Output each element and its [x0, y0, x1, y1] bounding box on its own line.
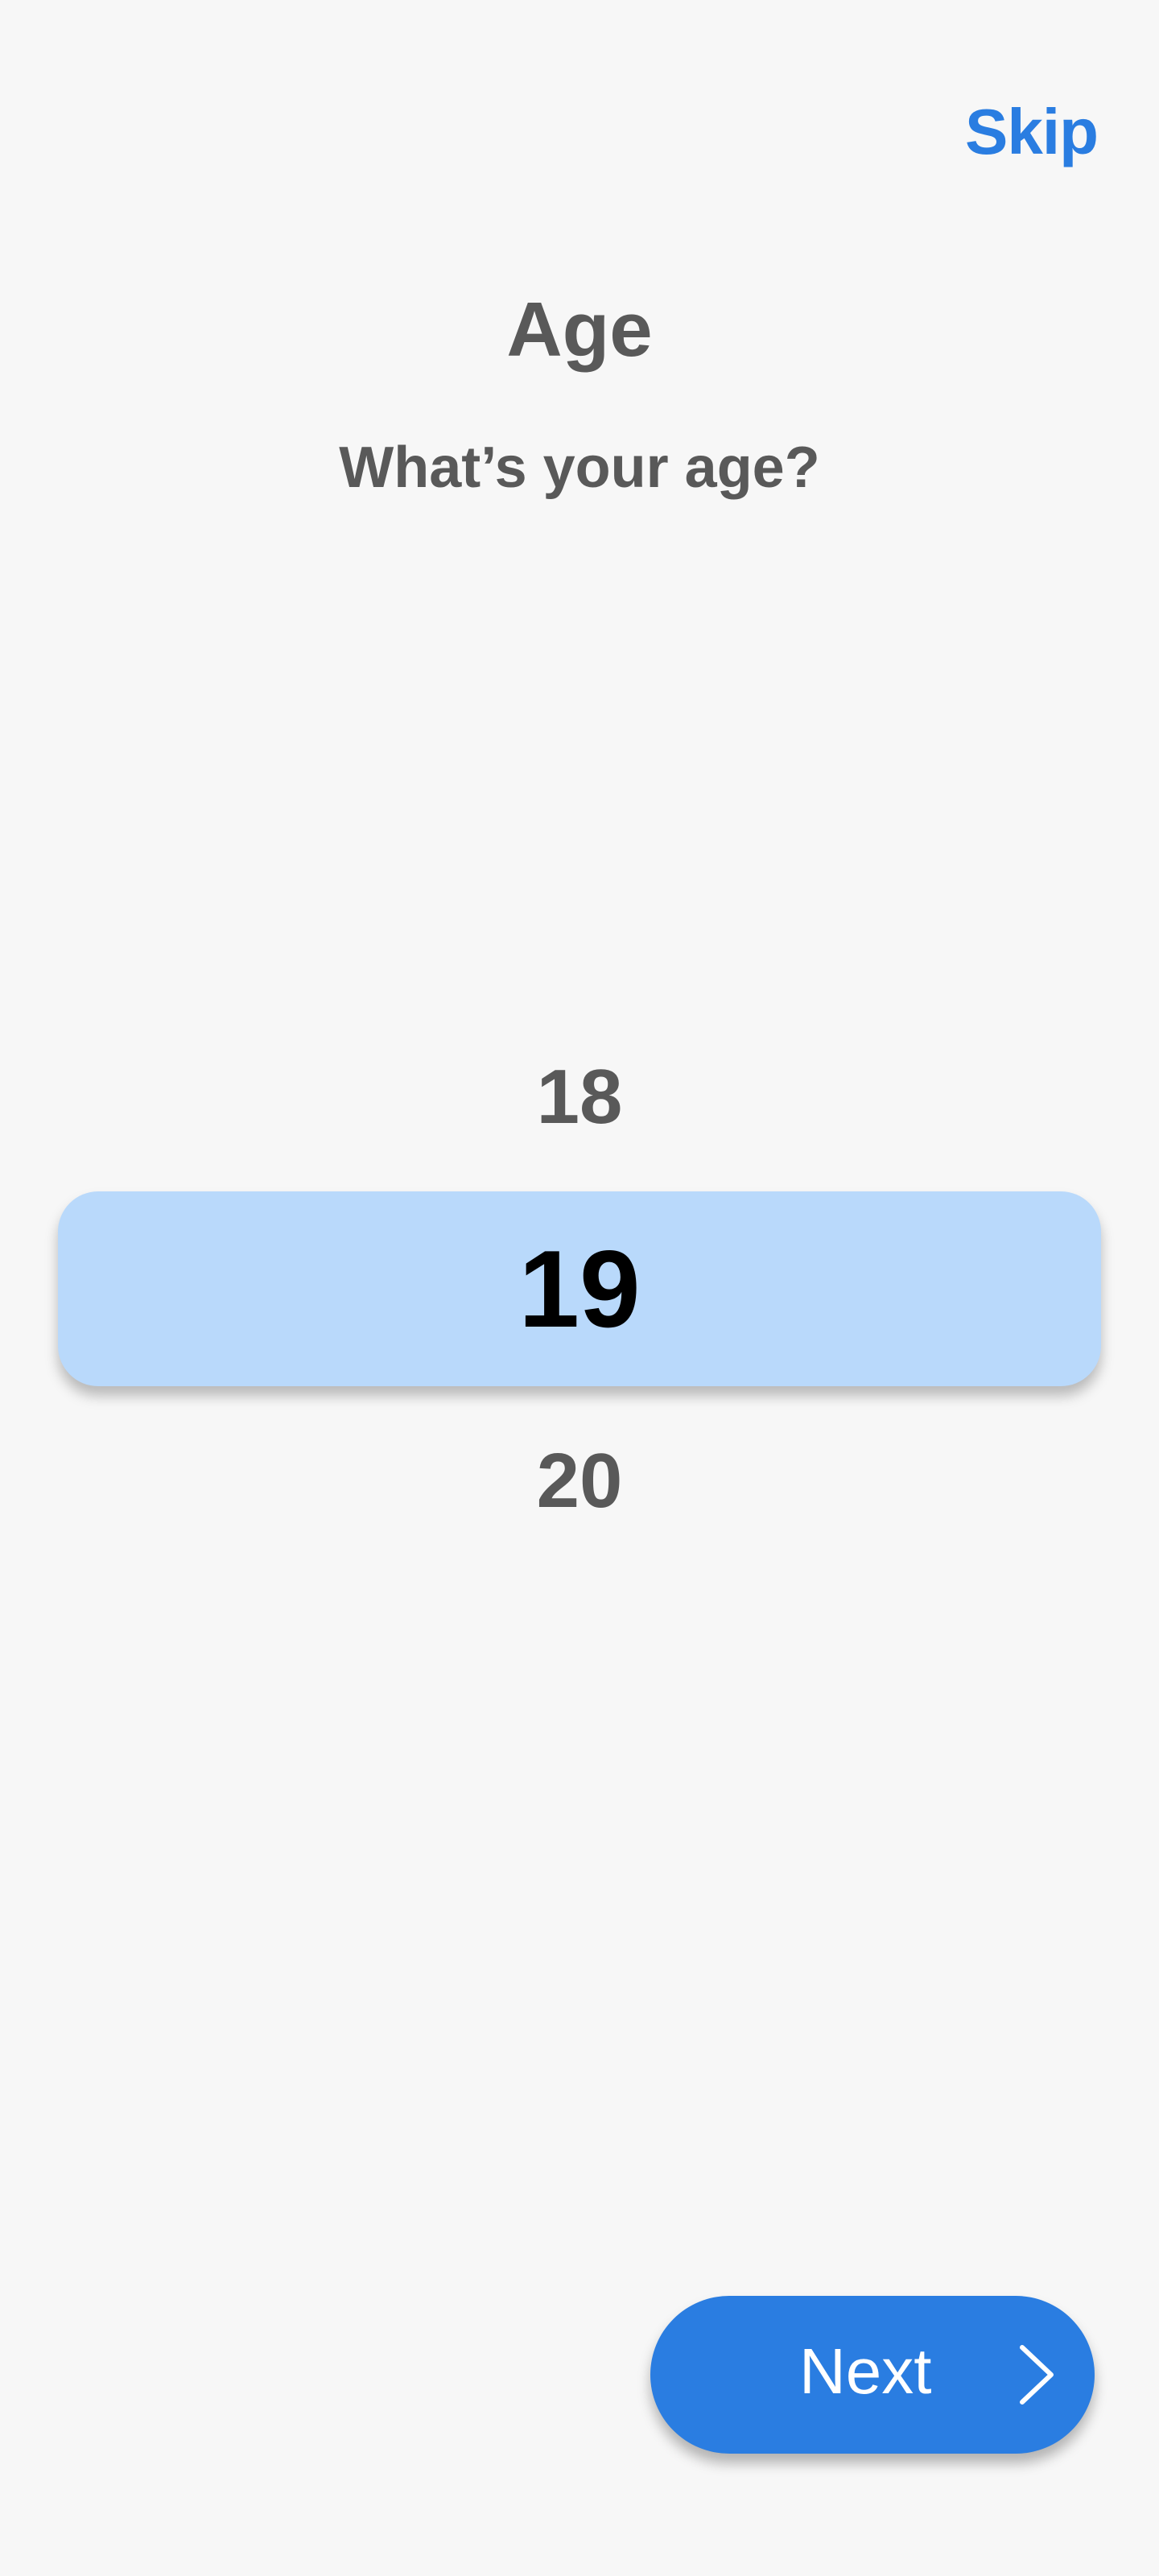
chevron-right-icon — [1020, 2345, 1054, 2405]
picker-option-next[interactable]: 20 — [536, 1438, 623, 1524]
picker-option-previous[interactable]: 18 — [536, 1054, 623, 1140]
picker-selected-value: 19 — [518, 1228, 641, 1350]
skip-button[interactable]: Skip — [965, 96, 1099, 167]
age-picker[interactable]: 18 19 20 — [0, 1038, 1159, 1538]
next-button-label: Next — [799, 2335, 932, 2407]
page-title: Age — [506, 287, 653, 373]
next-button[interactable]: Next — [650, 2296, 1095, 2454]
picker-selected-option[interactable]: 19 — [58, 1191, 1101, 1386]
page-subtitle: What’s your age? — [339, 436, 820, 500]
